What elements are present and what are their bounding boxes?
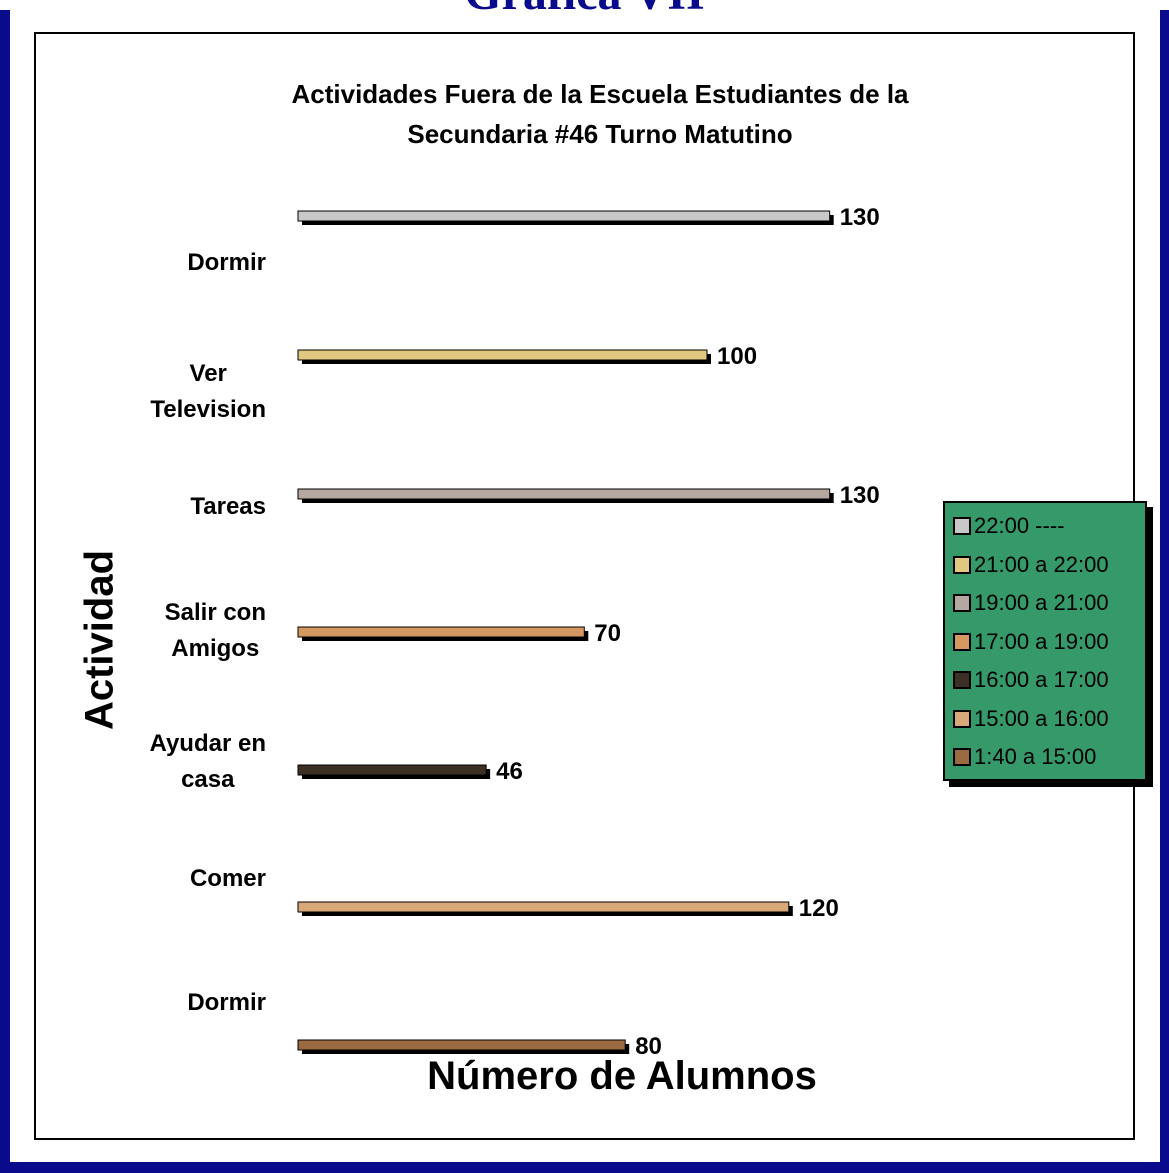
data-label: 120 <box>799 895 839 922</box>
legend-item: 22:00 ---- <box>953 511 1064 541</box>
legend-item: 1:40 a 15:00 <box>953 742 1096 772</box>
legend-swatch <box>953 709 971 728</box>
x-axis-title: Número de Alumnos <box>427 1054 817 1098</box>
page-heading: Grafica VII <box>0 0 1169 10</box>
legend-swatch <box>953 555 971 574</box>
category-label: Comer <box>190 861 266 897</box>
legend-item: 19:00 a 21:00 <box>953 588 1109 618</box>
bar <box>297 901 790 913</box>
bar <box>297 349 708 361</box>
data-label: 80 <box>635 1033 662 1060</box>
legend-swatch <box>953 594 971 612</box>
legend-label: 15:00 a 16:00 <box>974 705 1109 731</box>
legend-swatch <box>953 632 971 651</box>
category-label-line: Amigos <box>171 635 260 662</box>
page-header: Grafica VII <box>0 0 1169 10</box>
legend-label: 21:00 a 22:00 <box>974 551 1109 577</box>
legend-item: 15:00 a 16:00 <box>953 704 1109 734</box>
category-label-line: Dormir <box>187 989 266 1016</box>
chart-title-line-2: Secundaria #46 Turno Matutino <box>407 119 793 149</box>
chart-title: Actividades Fuera de la Escuela Estudian… <box>100 74 1100 154</box>
category-label-line: Ayudar en <box>149 730 266 757</box>
category-label-line: casa <box>181 766 235 793</box>
bar-chart: 130 100 130 70 46 120 80 <box>297 204 880 1060</box>
category-label: Salir con Amigos <box>165 595 266 667</box>
legend-item: 16:00 a 17:00 <box>953 665 1109 695</box>
legend-label: 16:00 a 17:00 <box>974 667 1109 692</box>
category-label-line: Ver <box>189 360 227 387</box>
category-label: Dormir <box>187 985 266 1021</box>
data-label: 130 <box>840 482 880 509</box>
data-label: 70 <box>594 620 621 647</box>
chart-panel: Actividades Fuera de la Escuela Estudian… <box>10 10 1160 1162</box>
legend-label: 19:00 a 21:00 <box>974 590 1109 615</box>
legend-swatch <box>953 748 971 766</box>
bar <box>297 210 831 222</box>
bar <box>297 488 831 500</box>
bar <box>297 764 487 776</box>
bar <box>297 626 585 638</box>
legend-item: 17:00 a 19:00 <box>953 627 1109 657</box>
data-label: 130 <box>840 204 880 231</box>
category-label: Ver Television <box>150 356 266 428</box>
chart-legend: 22:00 ---- 21:00 a 22:00 19:00 a 21:00 17:0… <box>943 501 1147 781</box>
category-label-line: Tareas <box>190 493 266 520</box>
bar <box>297 1039 626 1051</box>
category-label-line: Salir con <box>164 599 266 626</box>
chart-title-line-1: Actividades Fuera de la Escuela Estudian… <box>291 79 909 109</box>
data-label: 100 <box>717 343 757 370</box>
legend-swatch <box>953 517 971 535</box>
legend-label: 17:00 a 19:00 <box>974 628 1109 654</box>
category-label-line: Television <box>150 396 266 423</box>
category-label-line: Comer <box>189 865 266 892</box>
legend-item: 21:00 a 22:00 <box>953 550 1109 580</box>
data-label: 46 <box>496 758 523 785</box>
legend-label: 22:00 ---- <box>974 513 1065 538</box>
y-axis-label: Actividad <box>77 549 122 731</box>
legend-label: 1:40 a 15:00 <box>974 744 1097 769</box>
legend-swatch <box>953 671 971 689</box>
category-label: Tareas <box>190 489 266 525</box>
category-label: Dormir <box>187 245 266 281</box>
category-label-line: Dormir <box>187 249 266 276</box>
category-label: Ayudar en casa <box>150 726 266 798</box>
